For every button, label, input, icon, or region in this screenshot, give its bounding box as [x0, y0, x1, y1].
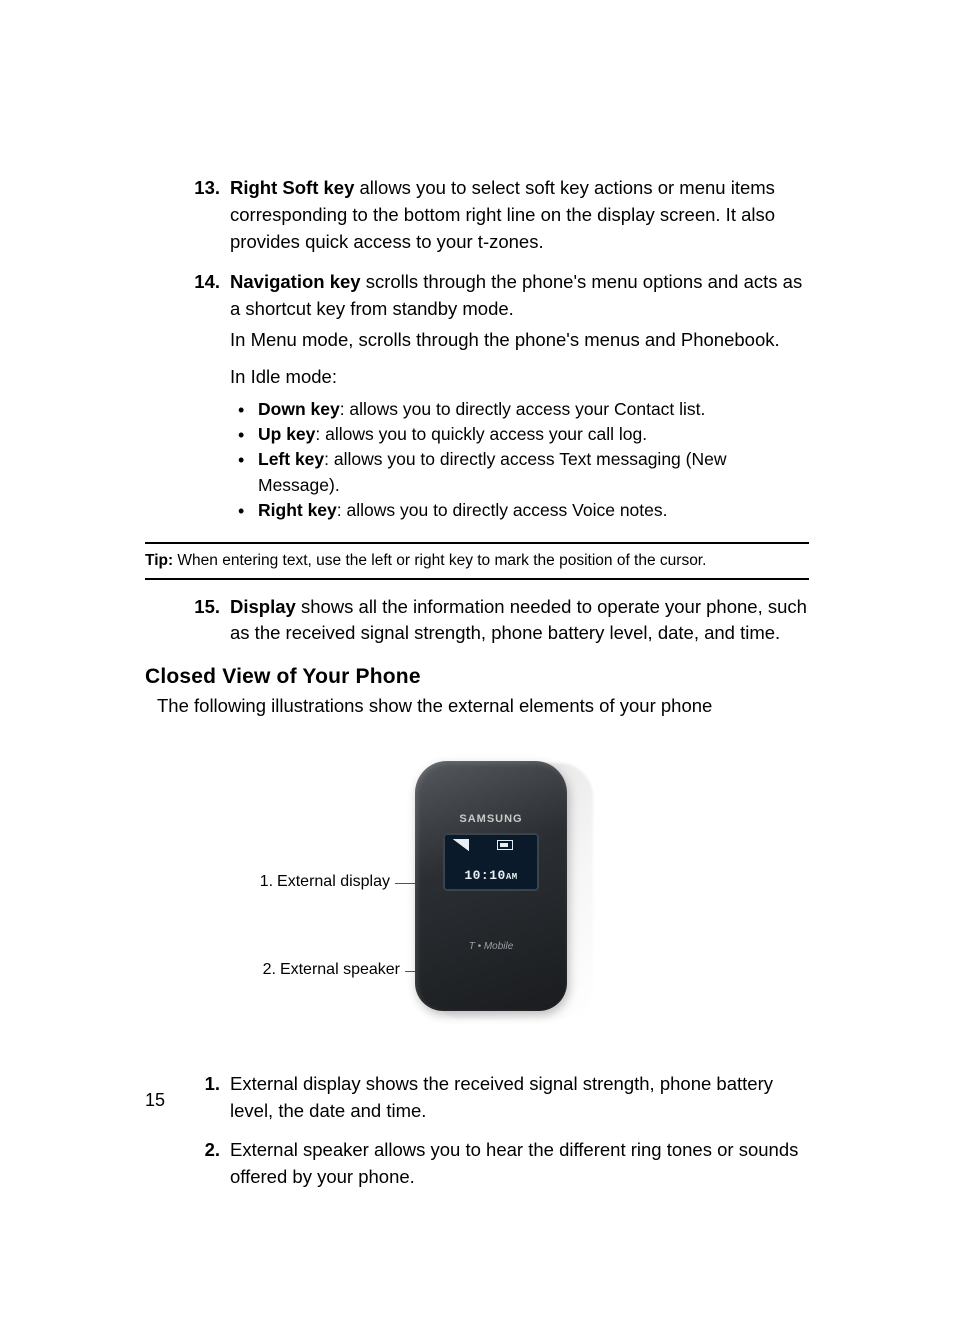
idle-right-key: Right key: allows you to directly access… — [238, 498, 809, 523]
item-term: External speaker — [230, 1139, 369, 1160]
phone-figure: 1.External display 2.External speaker SA… — [145, 751, 809, 1051]
external-elements-list: 1. External display shows the received s… — [200, 1071, 809, 1190]
item-number: 1. — [176, 1071, 220, 1098]
tip-box: Tip: When entering text, use the left or… — [145, 542, 809, 580]
tip-text: When entering text, use the left or righ… — [173, 552, 706, 569]
list-item-13: 13. Right Soft key allows you to select … — [200, 175, 809, 255]
callout-external-display: 1.External display — [145, 873, 390, 891]
idle-up-key: Up key: allows you to quickly access you… — [238, 422, 809, 447]
item-term: Right Soft key — [230, 177, 354, 198]
item-text: shows all the information needed to oper… — [230, 596, 807, 644]
item-number: 2. — [176, 1137, 220, 1164]
numbered-list-keys-continued: 15. Display shows all the information ne… — [200, 594, 809, 648]
item-term: Navigation key — [230, 271, 361, 292]
numbered-list-keys: 13. Right Soft key allows you to select … — [200, 175, 809, 524]
key-text: : allows you to directly access your Con… — [340, 399, 706, 419]
idle-mode-keys: Down key: allows you to directly access … — [238, 397, 809, 524]
carrier-label: T • Mobile — [415, 941, 567, 952]
callout-number: 2. — [263, 961, 276, 978]
idle-mode-intro: In Idle mode: — [230, 364, 809, 391]
list-item-15: 15. Display shows all the information ne… — [200, 594, 809, 648]
item-term: Display — [230, 596, 296, 617]
key-text: : allows you to directly access Text mes… — [258, 449, 726, 494]
key-term: Left key — [258, 449, 324, 469]
item-term: External display — [230, 1073, 361, 1094]
callout-label: External speaker — [280, 961, 400, 978]
key-text: : allows you to quickly access your call… — [315, 424, 647, 444]
page-number: 15 — [145, 1090, 165, 1111]
list-item-14: 14. Navigation key scrolls through the p… — [200, 269, 809, 523]
phone-external-display: 10:10AM — [443, 833, 539, 891]
idle-left-key: Left key: allows you to directly access … — [238, 447, 809, 498]
status-icons — [453, 839, 513, 851]
time-display: 10:10AM — [443, 868, 539, 883]
key-term: Up key — [258, 424, 315, 444]
item-subtext: In Menu mode, scrolls through the phone'… — [230, 327, 809, 354]
idle-down-key: Down key: allows you to directly access … — [238, 397, 809, 422]
phone-illustration: SAMSUNG 10:10AM T • Mobile — [415, 761, 583, 1021]
key-text: : allows you to directly access Voice no… — [337, 500, 668, 520]
item-number: 14. — [170, 269, 220, 296]
key-term: Down key — [258, 399, 340, 419]
section-title: Closed View of Your Phone — [145, 665, 809, 689]
section-intro: The following illustrations show the ext… — [157, 695, 809, 717]
time-value: 10:10 — [464, 868, 506, 883]
battery-icon — [497, 840, 513, 850]
phone-brand-label: SAMSUNG — [415, 813, 567, 825]
time-ampm: AM — [506, 872, 518, 882]
ext-item-2: 2. External speaker allows you to hear t… — [200, 1137, 809, 1191]
ext-item-1: 1. External display shows the received s… — [200, 1071, 809, 1125]
item-number: 13. — [170, 175, 220, 202]
callout-number: 1. — [260, 873, 273, 890]
phone-body: SAMSUNG 10:10AM T • Mobile — [415, 761, 567, 1011]
callout-external-speaker: 2.External speaker — [145, 961, 400, 979]
callout-label: External display — [277, 873, 390, 890]
signal-icon — [453, 839, 469, 851]
item-number: 15. — [170, 594, 220, 621]
key-term: Right key — [258, 500, 337, 520]
tip-label: Tip: — [145, 552, 173, 569]
